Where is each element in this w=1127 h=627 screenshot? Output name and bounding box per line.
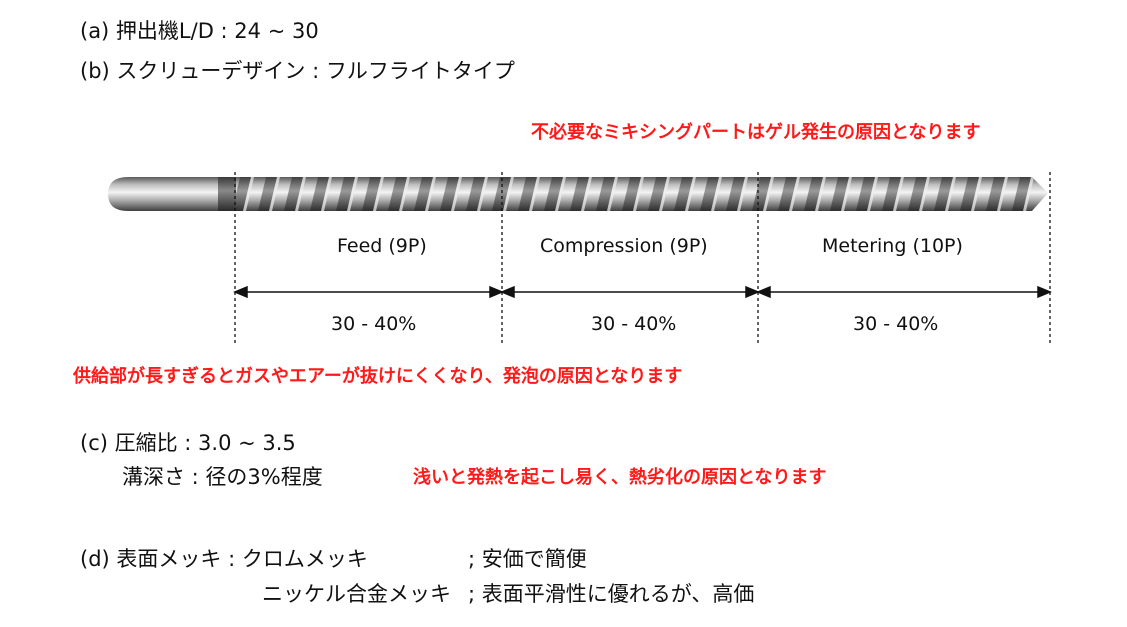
screw-flight-highlight: [815, 177, 826, 211]
screw-flight-highlight: [295, 177, 306, 211]
screw-flight: [236, 177, 251, 211]
screw-flight: [440, 177, 459, 211]
spec-b: (b) スクリューデザイン : フルフライトタイプ: [80, 59, 515, 83]
section-compression-ratio: 30 - 40%: [591, 313, 677, 335]
screw-flight-highlight: [971, 177, 982, 211]
spec-a: (a) 押出機L/D : 24 ~ 30: [80, 19, 319, 43]
screw-flight-highlight: [711, 177, 722, 211]
spec-c-depth: 溝深さ : 径の3%程度: [122, 465, 323, 489]
spec-d-nickel: ニッケル合金メッキ: [262, 582, 451, 606]
screw-flight-highlight: [269, 177, 280, 211]
screw-flight: [804, 177, 823, 211]
dimension-arrows: [233, 285, 1052, 299]
screw-flight: [882, 177, 901, 211]
screw-flight: [622, 177, 641, 211]
note-mixing: 不必要なミキシングパートはゲル発生の原因となります: [531, 122, 981, 143]
screw-flight-highlight: [789, 177, 800, 211]
screw-flight: [388, 177, 407, 211]
screw-flight: [700, 177, 719, 211]
screw-flight: [674, 177, 693, 211]
screw-flight: [466, 177, 485, 211]
screw-flight: [414, 177, 433, 211]
screw-flight-highlight: [633, 177, 644, 211]
spec-d-chrome-note: ; 安価で簡便: [468, 547, 587, 571]
screw-flight: [960, 177, 979, 211]
screw-flight-highlight: [477, 177, 488, 211]
spec-d-nickel-note: ; 表面平滑性に優れるが、高価: [468, 582, 755, 606]
screw-flight-highlight: [685, 177, 696, 211]
section-compression-label: Compression (9P): [540, 235, 708, 257]
screw-flight-highlight: [607, 177, 618, 211]
section-metering-ratio: 30 - 40%: [853, 313, 939, 335]
screw-flight: [856, 177, 875, 211]
screw-flight: [570, 177, 589, 211]
spec-c-compression: (c) 圧縮比 : 3.0 ~ 3.5: [80, 431, 296, 455]
section-feed-label: Feed (9P): [337, 235, 427, 257]
screw-flight: [778, 177, 797, 211]
screw-flight-highlight: [919, 177, 930, 211]
screw-flight-highlight: [425, 177, 436, 211]
screw-flight-highlight: [997, 177, 1008, 211]
screw-flight: [648, 177, 667, 211]
screw-flight-highlight: [763, 177, 774, 211]
screw-flight-highlight: [659, 177, 670, 211]
screw-flight-highlight: [841, 177, 852, 211]
screw-flight-highlight: [893, 177, 904, 211]
screw-flight: [336, 177, 355, 211]
screw-flight: [986, 177, 1005, 211]
screw-flight-highlight: [321, 177, 332, 211]
screw-flight-highlight: [373, 177, 384, 211]
screw-flight: [908, 177, 927, 211]
screw-flight: [596, 177, 615, 211]
screw-flight-highlight: [867, 177, 878, 211]
section-metering-label: Metering (10P): [822, 235, 963, 257]
screw-flight-highlight: [581, 177, 592, 211]
screw-flight-highlight: [451, 177, 462, 211]
screw-shank: [108, 177, 224, 211]
screw-flight: [830, 177, 849, 211]
screw-flight: [258, 177, 277, 211]
screw-flight: [726, 177, 745, 211]
note-feed: 供給部が長すぎるとガスやエアーが抜けにくくなり、発泡の原因となります: [73, 366, 683, 387]
screw-flight: [492, 177, 511, 211]
screw-flight-highlight: [1023, 177, 1034, 211]
screw-flight-highlight: [399, 177, 410, 211]
screw-flight-highlight: [503, 177, 514, 211]
screw-flight: [1012, 177, 1031, 211]
screw-flight-highlight: [347, 177, 358, 211]
note-depth: 浅いと発熱を起こし易く、熱劣化の原因となります: [413, 467, 827, 488]
screw-collar: [218, 177, 236, 211]
screw-flight-highlight: [945, 177, 956, 211]
screw-flight: [310, 177, 329, 211]
spec-d-chrome: (d) 表面メッキ : クロムメッキ: [80, 547, 368, 571]
screw-flight-highlight: [555, 177, 566, 211]
screw-flight-highlight: [243, 177, 254, 211]
screw-flight: [934, 177, 953, 211]
section-feed-ratio: 30 - 40%: [331, 313, 417, 335]
screw-flights: [236, 177, 1034, 211]
screw-flight: [518, 177, 537, 211]
screw-flight: [284, 177, 303, 211]
screw-flight-highlight: [529, 177, 540, 211]
screw-flight: [362, 177, 381, 211]
screw-flight: [752, 177, 771, 211]
screw-flight: [544, 177, 563, 211]
screw-flight-highlight: [737, 177, 748, 211]
